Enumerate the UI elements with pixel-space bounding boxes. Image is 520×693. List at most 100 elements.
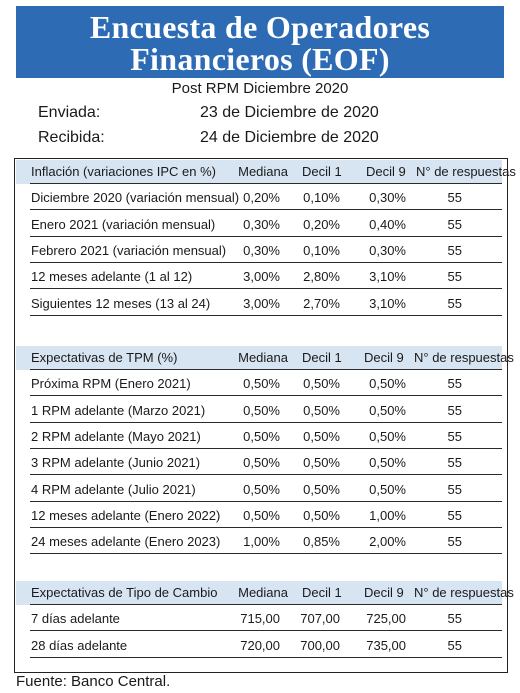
row-responses: 55 (447, 481, 462, 497)
title-banner: Encuesta de Operadores Financieros (EOF) (16, 6, 504, 78)
header-median: Mediana (238, 164, 288, 179)
row-responses: 55 (447, 455, 462, 471)
section-header-row: Expectativas de Tipo de Cambio Mediana Dec… (16, 581, 514, 605)
row-responses: 55 (447, 242, 462, 258)
row-label: 12 meses adelante (Enero 2022) (31, 507, 221, 523)
header-decile-9: Decil 9 (364, 350, 404, 365)
header-median: Mediana (238, 350, 288, 365)
row-decile-9: 0,50% (369, 428, 406, 444)
row-label: 28 días adelante (31, 637, 128, 653)
header-responses: N° de respuestas (414, 350, 514, 365)
survey-table (14, 158, 508, 673)
row-divider (30, 183, 502, 184)
row-median: 0,20% (243, 190, 280, 206)
row-decile-1: 2,80% (303, 269, 340, 285)
row-label: 1 RPM adelante (Marzo 2021) (31, 402, 206, 418)
row-decile-1: 700,00 (300, 637, 340, 653)
row-median: 0,50% (243, 428, 280, 444)
row-median: 0,50% (243, 455, 280, 471)
row-decile-1: 0,50% (303, 402, 340, 418)
row-decile-9: 0,50% (369, 402, 406, 418)
row-median: 720,00 (240, 637, 280, 653)
row-divider (30, 604, 502, 605)
table-row: Próxima RPM (Enero 2021) 0,50% 0,50% 0,50% 5… (16, 372, 502, 397)
row-decile-1: 0,50% (303, 428, 340, 444)
row-decile-1: 707,00 (300, 611, 340, 627)
row-decile-9: 0,50% (369, 376, 406, 392)
table-row: 1 RPM adelante (Marzo 2021) 0,50% 0,50% 0,5… (16, 399, 502, 423)
row-label: 7 días adelante (31, 611, 120, 627)
table-row: Diciembre 2020 (variación mensual) 0,20% 0… (16, 186, 502, 211)
row-decile-1: 0,20% (303, 216, 340, 232)
row-decile-9: 725,00 (366, 611, 406, 627)
subtitle: Post RPM Diciembre 2020 (171, 80, 349, 97)
row-decile-1: 0,50% (303, 481, 340, 497)
row-responses: 55 (447, 534, 462, 550)
section-header-row: Inflación (variaciones IPC en %) Mediana D… (16, 160, 516, 184)
row-decile-1: 0,50% (303, 507, 340, 523)
row-decile-9: 0,50% (369, 455, 406, 471)
header-responses: N° de respuestas (414, 585, 514, 600)
row-median: 0,30% (243, 242, 280, 258)
row-label: 4 RPM adelante (Julio 2021) (31, 481, 196, 497)
row-responses: 55 (447, 507, 462, 523)
row-median: 0,50% (243, 507, 280, 523)
row-divider (30, 235, 502, 237)
received-value: 24 de Diciembre de 2020 (200, 129, 379, 146)
header-label: Inflación (variaciones IPC en %) (31, 164, 216, 179)
row-divider (30, 630, 502, 632)
row-decile-9: 3,10% (369, 269, 406, 285)
row-label: Diciembre 2020 (variación mensual) (31, 190, 240, 206)
row-median: 0,50% (243, 481, 280, 497)
row-decile-1: 0,10% (303, 242, 340, 258)
table-row: 28 días adelante 720,00 700,00 735,00 55 (16, 634, 502, 658)
row-median: 0,30% (243, 216, 280, 232)
table-row: 3 RPM adelante (Junio 2021) 0,50% 0,50% 0,5… (16, 451, 502, 476)
row-divider (30, 526, 502, 528)
sent-label: Enviada: (38, 104, 101, 121)
row-responses: 55 (447, 269, 462, 285)
table-row: 7 días adelante 715,00 707,00 725,00 55 (16, 607, 502, 632)
row-divider (30, 447, 502, 449)
table-row: 4 RPM adelante (Julio 2021) 0,50% 0,50% 0,5… (16, 478, 502, 502)
header-responses: N° de respuestas (416, 164, 516, 179)
row-responses: 55 (447, 402, 462, 418)
received-label: Recibida: (38, 129, 105, 146)
header-label: Expectativas de TPM (%) (31, 350, 178, 365)
row-label: Siguientes 12 meses (13 al 24) (31, 295, 211, 311)
row-divider (30, 261, 502, 263)
header-median: Mediana (238, 585, 288, 600)
table-row: Enero 2021 (variación mensual) 0,30% 0,20%… (16, 213, 502, 237)
row-responses: 55 (447, 295, 462, 311)
row-divider (30, 421, 502, 423)
row-decile-1: 0,50% (303, 455, 340, 471)
row-divider (30, 395, 502, 397)
row-label: 3 RPM adelante (Junio 2021) (31, 455, 201, 471)
row-responses: 55 (447, 637, 462, 653)
row-median: 715,00 (240, 611, 280, 627)
row-label: 12 meses adelante (1 al 12) (31, 269, 193, 285)
table-row: 2 RPM adelante (Mayo 2021) 0,50% 0,50% 0,50… (16, 425, 502, 449)
row-responses: 55 (447, 216, 462, 232)
header-label: Expectativas de Tipo de Cambio (31, 585, 218, 600)
row-decile-9: 0,30% (369, 242, 406, 258)
row-divider (30, 369, 502, 370)
row-median: 0,50% (243, 402, 280, 418)
row-decile-9: 3,10% (369, 295, 406, 311)
row-decile-1: 0,85% (303, 534, 340, 550)
header-decile-1: Decil 1 (302, 585, 342, 600)
row-decile-9: 735,00 (366, 637, 406, 653)
header-decile-1: Decil 1 (302, 164, 342, 179)
table-row: Siguientes 12 meses (13 al 24) 3,00% 2,70%… (16, 292, 502, 316)
title-line-1: Encuesta de Operadores (89, 9, 431, 45)
row-decile-9: 0,40% (369, 216, 406, 232)
row-divider (30, 314, 502, 316)
row-responses: 55 (447, 611, 462, 627)
header-decile-9: Decil 9 (364, 585, 404, 600)
row-responses: 55 (447, 190, 462, 206)
row-responses: 55 (447, 428, 462, 444)
header-decile-1: Decil 1 (302, 350, 342, 365)
row-label: 2 RPM adelante (Mayo 2021) (31, 428, 201, 444)
row-decile-1: 0,50% (303, 376, 340, 392)
row-decile-1: 2,70% (303, 295, 340, 311)
